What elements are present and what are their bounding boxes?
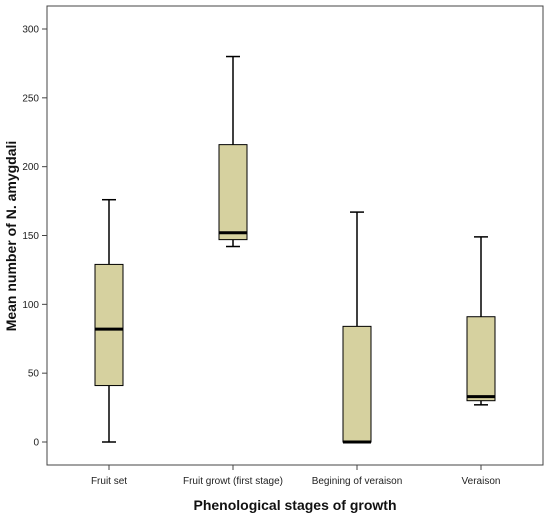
y-tick-label: 0 <box>33 438 39 449</box>
iqr-box <box>342 325 372 443</box>
y-axis: 0 50 100 150 200 250 300 <box>22 25 47 449</box>
y-tick-label: 300 <box>22 25 39 36</box>
box-4 <box>466 236 496 406</box>
iqr-box <box>466 316 496 402</box>
x-tick-label: Fruit growt (first stage) <box>183 476 283 487</box>
box-1 <box>94 198 124 443</box>
x-axis: Fruit set Fruit growt (first stage) Begini… <box>91 465 501 487</box>
y-tick-label: 200 <box>22 162 39 173</box>
x-tick-label: Fruit set <box>91 476 127 487</box>
y-tick-label: 250 <box>22 93 39 104</box>
box-2 <box>218 55 248 248</box>
x-tick-label: Veraison <box>462 476 501 487</box>
y-axis-title: Mean number of N. amygdali <box>3 141 19 332</box>
x-axis-title: Phenological stages of growth <box>193 497 396 513</box>
x-tick-label: Begining of veraison <box>312 476 403 487</box>
y-tick-label: 150 <box>22 231 39 242</box>
y-tick-label: 50 <box>28 369 40 380</box>
iqr-box <box>94 263 124 387</box>
iqr-box <box>218 144 248 241</box>
box-3 <box>342 211 372 444</box>
boxes-group <box>94 55 496 444</box>
plot-area <box>46 5 544 466</box>
y-tick-label: 100 <box>22 300 39 311</box>
